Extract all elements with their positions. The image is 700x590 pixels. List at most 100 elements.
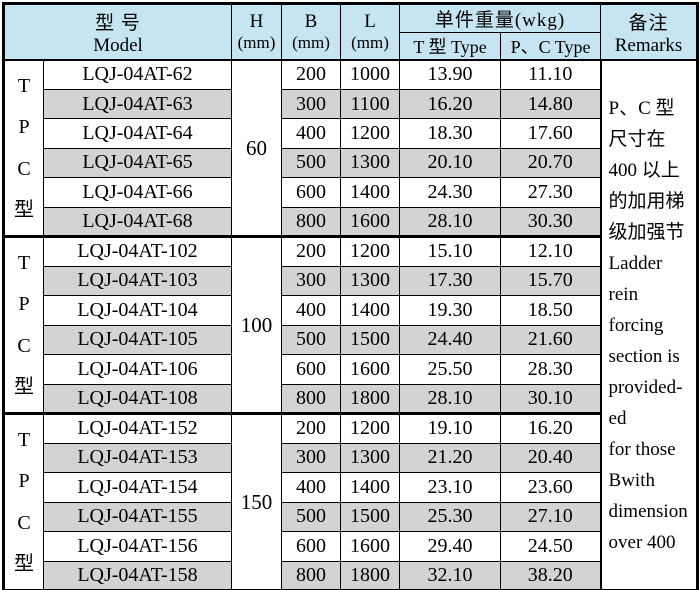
- b-cell: 400: [281, 118, 342, 149]
- t-weight-cell: 20.10: [399, 147, 502, 179]
- l-cell: 1800: [340, 560, 401, 590]
- b-cell: 200: [281, 412, 342, 444]
- model-cell: LQJ-04AT-64: [42, 118, 233, 149]
- b-cell: 600: [281, 177, 342, 208]
- model-cell: LQJ-04AT-106: [42, 354, 233, 385]
- l-cell: 1800: [340, 383, 401, 414]
- model-cell: LQJ-04AT-62: [42, 59, 233, 90]
- model-cell: LQJ-04AT-103: [42, 265, 233, 296]
- pc-weight-cell: 15.70: [500, 265, 602, 296]
- pc-weight-cell: 38.20: [500, 560, 602, 590]
- header-model-en: Model: [93, 34, 143, 56]
- t-weight-cell: 19.10: [399, 412, 502, 444]
- table-row: LQJ-04AT-155 500 1500 25.30 27.10: [4, 501, 698, 532]
- model-cell: LQJ-04AT-65: [42, 147, 233, 179]
- table-row: LQJ-04AT-158 800 1800 32.10 38.20: [4, 560, 698, 590]
- t-weight-cell: 21.20: [399, 442, 502, 473]
- table-header: 型 号 Model H (mm) B (mm) L (mm) 单件重量(wkg): [2, 3, 699, 61]
- l-cell: 1400: [340, 472, 401, 503]
- header-remarks: 备注 Remarks: [600, 3, 699, 61]
- table-row: LQJ-04AT-65 500 1300 20.10 20.70: [4, 147, 698, 179]
- l-cell: 1200: [340, 412, 401, 444]
- header-l: L (mm): [340, 3, 401, 61]
- b-cell: 200: [281, 235, 342, 267]
- b-cell: 400: [281, 295, 342, 326]
- model-cell: LQJ-04AT-108: [42, 383, 233, 414]
- header-h-label: H: [249, 11, 264, 32]
- table-row: LQJ-04AT-156 600 1600 29.40 24.50: [4, 531, 698, 562]
- remarks-line: 的加用梯: [608, 190, 685, 212]
- remarks-line: 尺寸在: [608, 128, 666, 150]
- model-cell: LQJ-04AT-63: [42, 88, 233, 120]
- pc-weight-cell: 16.20: [500, 412, 602, 444]
- t-weight-cell: 28.10: [399, 206, 502, 238]
- t-weight-cell: 29.40: [399, 531, 502, 562]
- group-type-char: 型: [14, 199, 34, 222]
- header-h-unit: (mm): [237, 33, 276, 52]
- b-cell: 300: [281, 265, 342, 296]
- l-cell: 1400: [340, 295, 401, 326]
- table-row: T P C 型 LQJ-04AT-152 150 200 1200 19.10 16.20: [3, 412, 698, 590]
- t-weight-cell: 25.50: [399, 354, 502, 385]
- l-cell: 1100: [340, 88, 401, 120]
- header-pc-type: P、C Type: [500, 32, 602, 61]
- group-type-char: T: [17, 251, 31, 274]
- model-cell: LQJ-04AT-104: [42, 295, 233, 326]
- remarks-line: rein: [608, 283, 639, 305]
- b-cell: 800: [281, 206, 342, 238]
- t-weight-cell: 15.10: [399, 235, 502, 267]
- remarks-line: over 400: [608, 531, 676, 553]
- t-weight-cell: 18.30: [399, 118, 502, 149]
- b-cell: 600: [281, 354, 342, 385]
- remarks-line: P、C 型: [608, 97, 675, 119]
- h-cell: 150: [231, 412, 283, 590]
- t-weight-cell: 17.30: [399, 265, 502, 296]
- table-row: LQJ-04AT-68 800 1600 28.10 30.30: [4, 206, 698, 238]
- pc-weight-cell: 24.50: [500, 531, 602, 562]
- table-row: LQJ-04AT-104 400 1400 19.30 18.50: [4, 295, 698, 326]
- pc-weight-cell: 27.10: [500, 501, 602, 532]
- header-b-label: B: [304, 11, 318, 32]
- l-cell: 1600: [340, 531, 401, 562]
- pc-weight-cell: 12.10: [500, 235, 602, 267]
- header-l-unit: (mm): [351, 33, 389, 52]
- table-row: LQJ-04AT-106 600 1600 25.50 28.30: [4, 354, 698, 385]
- remarks-line: dimension: [608, 500, 688, 522]
- b-cell: 800: [281, 383, 342, 414]
- remarks-cell: P、C 型尺寸在 400 以上 的加用梯 级加强节 Ladder rein forcing s…: [599, 59, 699, 590]
- pc-weight-cell: 18.50: [500, 295, 602, 326]
- t-weight-cell: 32.10: [399, 560, 502, 590]
- model-cell: LQJ-04AT-102: [42, 235, 233, 267]
- t-weight-cell: 16.20: [399, 88, 502, 120]
- remarks-line: ed: [608, 407, 627, 429]
- table-row: T P C 型 LQJ-04AT-62 60 200 1000 13.90 11.10 P、C 型尺…: [3, 59, 699, 590]
- group-type-char: T: [17, 428, 31, 451]
- header-remarks-en: Remarks: [614, 34, 683, 56]
- t-weight-cell: 13.90: [399, 59, 502, 90]
- header-remarks-zh: 备注: [628, 12, 669, 34]
- remarks-line: for those: [608, 438, 676, 460]
- table-row: LQJ-04AT-63 300 1100 16.20 14.80: [4, 88, 698, 120]
- table-row: LQJ-04AT-66 600 1400 24.30 27.30: [4, 177, 698, 208]
- header-b-unit: (mm): [292, 33, 330, 52]
- group-type-char: C: [17, 157, 31, 180]
- header-model-zh: 型 号: [95, 12, 141, 34]
- t-weight-cell: 24.30: [399, 177, 502, 208]
- table-row: LQJ-04AT-64 400 1200 18.30 17.60: [4, 118, 698, 149]
- group-type-char: 型: [14, 553, 34, 576]
- h-cell: 60: [231, 59, 283, 237]
- b-cell: 500: [281, 147, 342, 179]
- header-unit-weight: 单件重量(wkg): [399, 3, 602, 33]
- group-type-char: C: [17, 511, 31, 534]
- model-cell: LQJ-04AT-152: [42, 412, 233, 444]
- pc-weight-cell: 30.30: [500, 206, 602, 238]
- t-weight-cell: 23.10: [399, 472, 502, 503]
- header-b: B (mm): [281, 3, 342, 61]
- model-cell: LQJ-04AT-158: [42, 560, 233, 590]
- pc-weight-cell: 30.10: [500, 383, 602, 414]
- table-row: LQJ-04AT-154 400 1400 23.10 23.60: [4, 472, 698, 503]
